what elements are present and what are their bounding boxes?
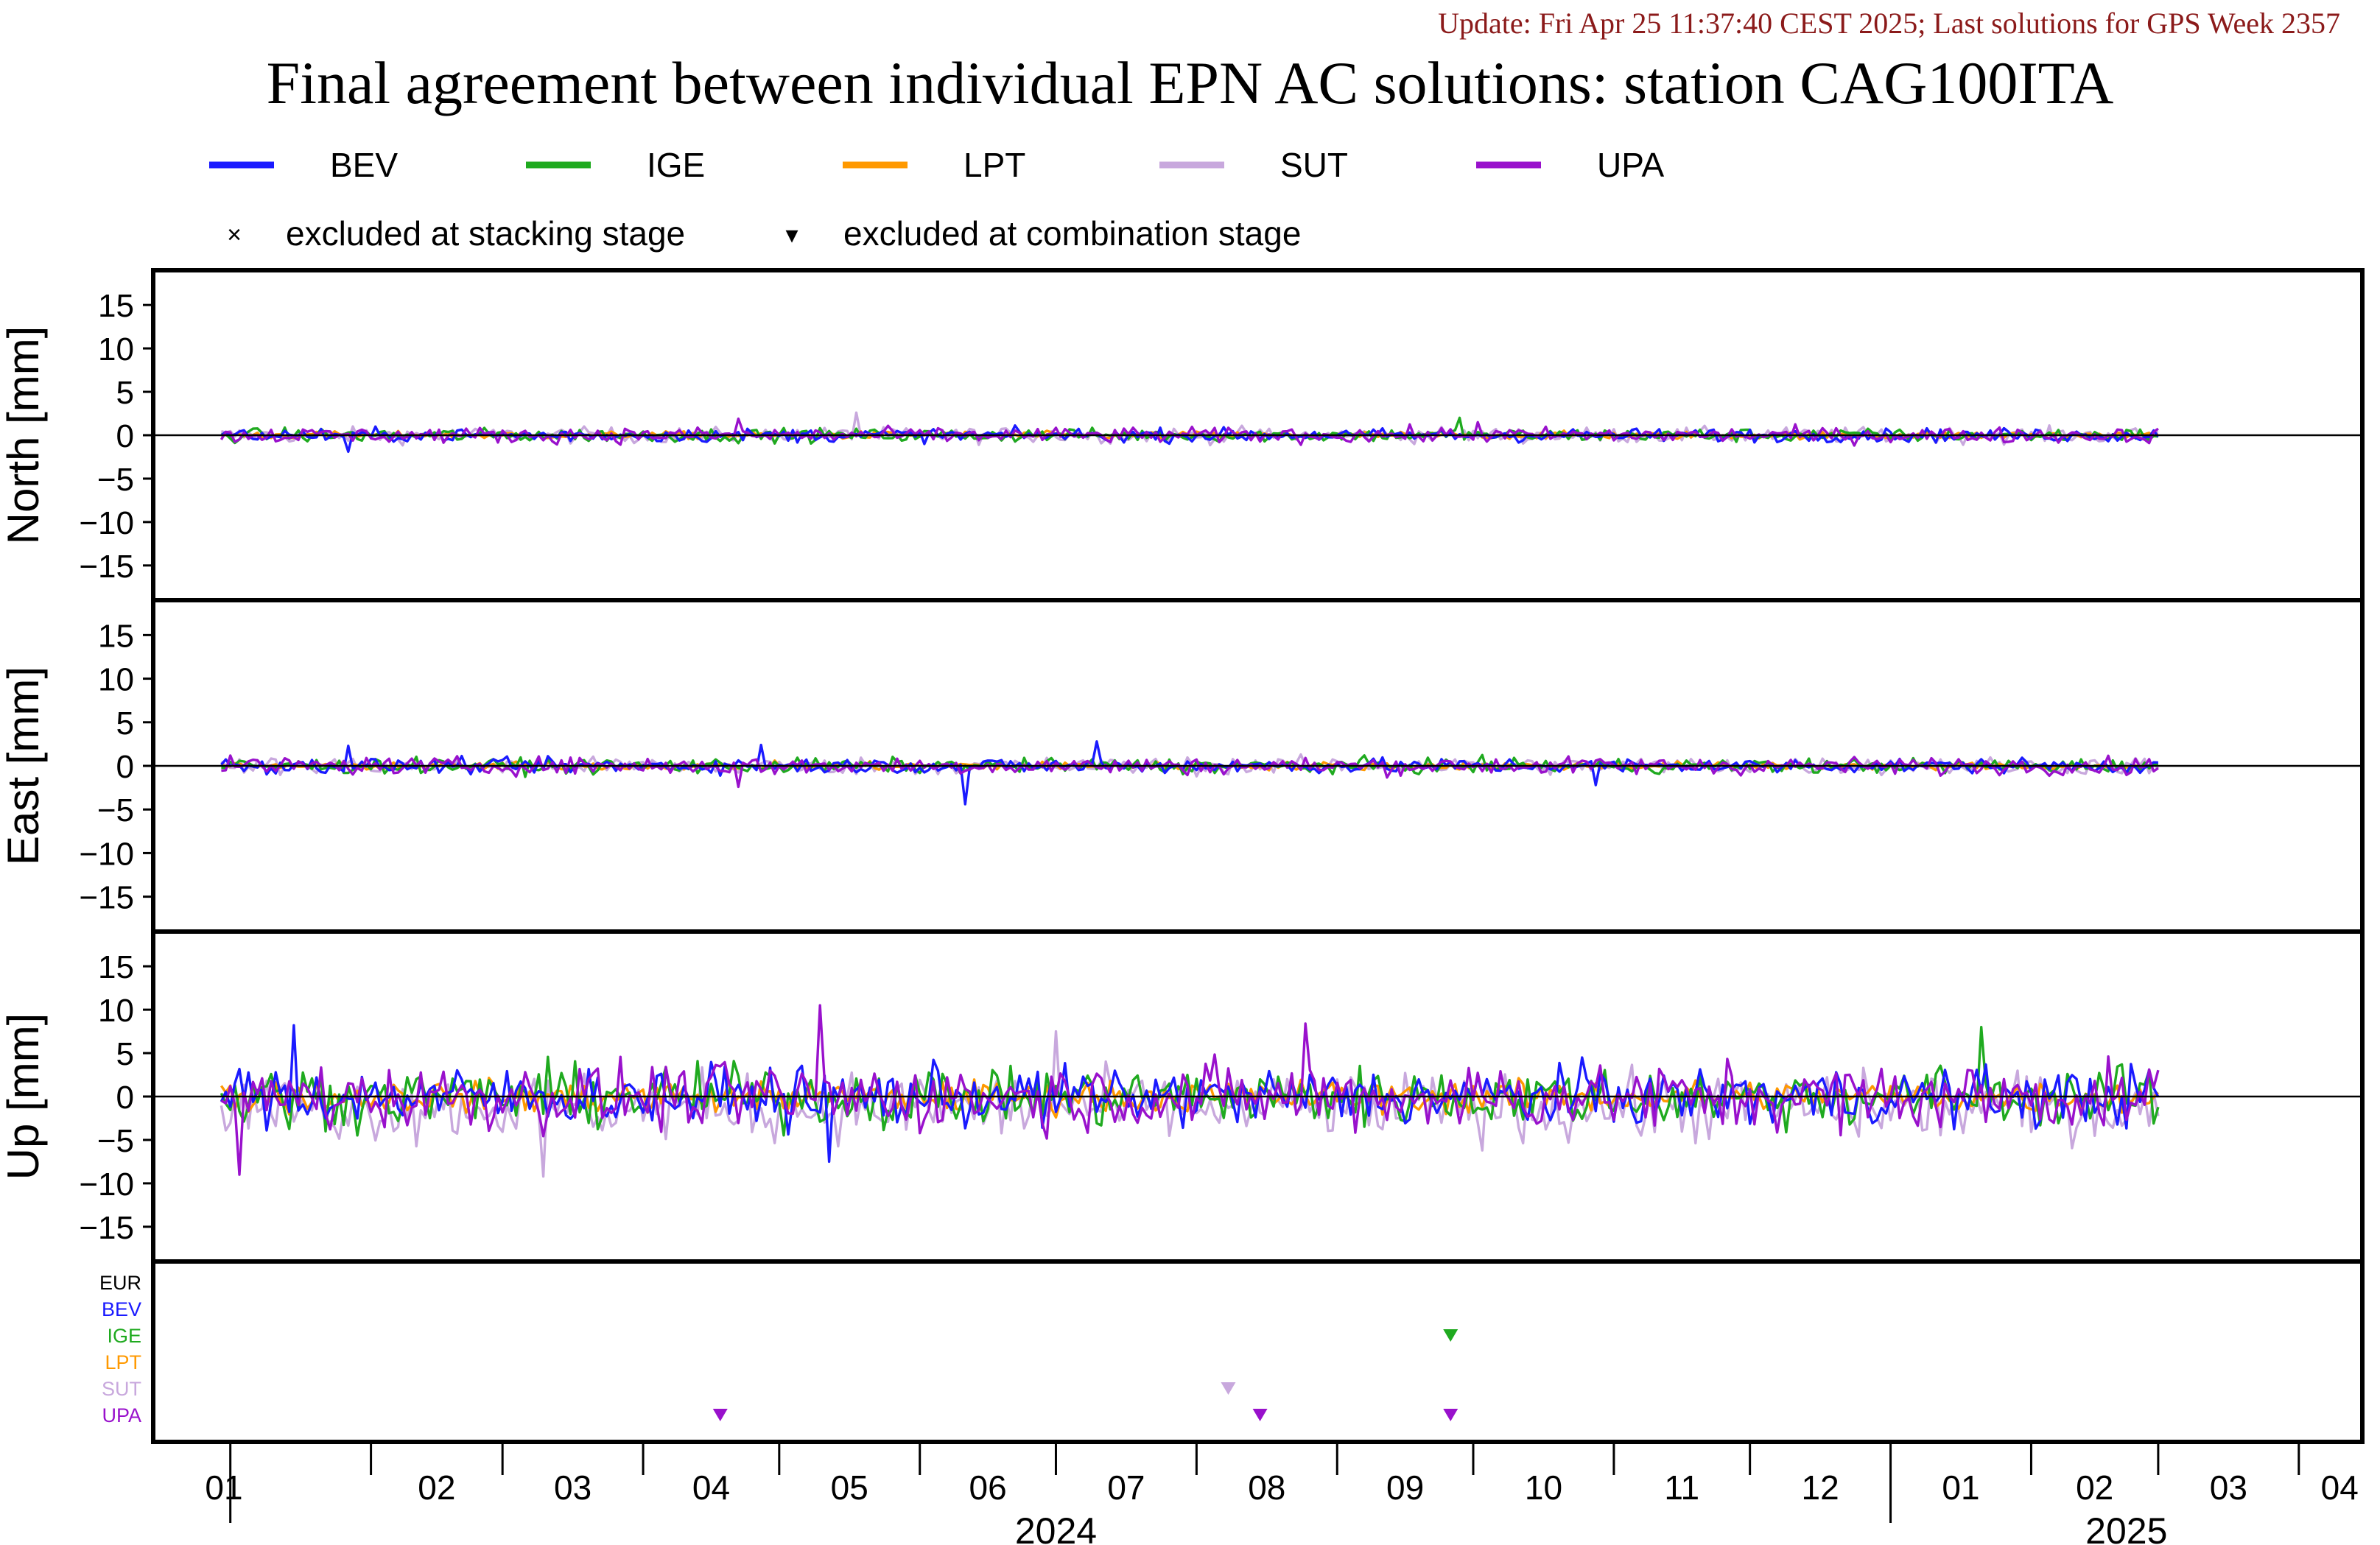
- x-month-label: 04: [692, 1468, 730, 1507]
- y-tick-label-north: 0: [116, 418, 134, 454]
- x-year-label: 2025: [2085, 1510, 2167, 1545]
- series-bev-north: [220, 424, 2160, 454]
- series-group-east: [220, 740, 2160, 806]
- y-axis-label-east: East [mm]: [0, 666, 48, 865]
- series-upa-east: [221, 754, 2159, 789]
- y-tick-label-north: −5: [97, 462, 134, 498]
- exclusion-marker-upa: [712, 1409, 728, 1421]
- exclusion-row-label-eur: EUR: [99, 1272, 141, 1294]
- exclusion-marker-sut: [1221, 1382, 1236, 1395]
- series-bev-east: [220, 740, 2158, 806]
- y-tick-label-east: −10: [79, 836, 134, 872]
- chart-title: Final agreement between individual EPN A…: [266, 49, 2114, 116]
- y-tick-label-east: 0: [116, 749, 134, 785]
- y-tick-label-up: −10: [79, 1166, 134, 1203]
- stacking-marker-icon: ×: [227, 221, 242, 249]
- series-upa-north: [220, 417, 2159, 447]
- y-tick-label-east: 5: [116, 705, 134, 742]
- legend-label-lpt: LPT: [963, 146, 1025, 184]
- x-month-label: 07: [1107, 1468, 1145, 1507]
- stacking-marker-label: excluded at stacking stage: [286, 214, 685, 253]
- x-month-label: 09: [1386, 1468, 1424, 1507]
- y-axis-label-north: North [mm]: [0, 326, 48, 545]
- y-tick-label-up: 10: [98, 993, 134, 1029]
- y-tick-label-up: −5: [97, 1123, 134, 1159]
- panel-east: 15 10 5 0 −5 −10 −15 East [mm]: [0, 598, 2365, 934]
- exclusion-row-label-upa: UPA: [102, 1404, 141, 1426]
- legend-label-upa: UPA: [1597, 146, 1664, 184]
- legend-label-ige: IGE: [647, 146, 705, 184]
- exclusion-row-label-ige: IGE: [107, 1325, 141, 1347]
- legend-label-sut: SUT: [1280, 146, 1348, 184]
- y-tick-label-east: 10: [98, 662, 134, 698]
- y-tick-label-north: −15: [79, 549, 134, 585]
- series-group-up: [220, 1004, 2160, 1178]
- panel-north: 15 10 5 0 −5 −10 −15 North [mm]: [0, 268, 2365, 602]
- y-tick-label-north: 10: [98, 331, 134, 367]
- x-month-label: 05: [831, 1468, 868, 1507]
- x-month-label: 01: [205, 1468, 242, 1507]
- x-month-label: 11: [1664, 1468, 1699, 1507]
- exclusion-marker-ige: [1443, 1329, 1458, 1342]
- x-month-label: 12: [1802, 1468, 1839, 1507]
- series-upa-up: [220, 1004, 2160, 1176]
- x-year-label: 2024: [1015, 1510, 1097, 1545]
- exclusion-marker-upa: [1252, 1409, 1268, 1421]
- x-month-label: 04: [2321, 1468, 2359, 1507]
- exclusion-marker-upa: [1443, 1409, 1458, 1421]
- y-tick-label-east: −5: [97, 792, 134, 828]
- series-ige-up: [220, 1026, 2160, 1137]
- y-tick-label-north: 5: [116, 375, 134, 411]
- y-tick-label-north: −10: [79, 505, 134, 541]
- update-timestamp: Update: Fri Apr 25 11:37:40 CEST 2025; L…: [1438, 7, 2340, 40]
- y-tick-label-up: 0: [116, 1080, 134, 1116]
- panel-up: 15 10 5 0 −5 −10 −15 Up [mm]: [0, 929, 2365, 1264]
- y-tick-label-east: 15: [98, 618, 134, 654]
- y-tick-label-up: −15: [79, 1210, 134, 1246]
- x-month-label: 03: [554, 1468, 592, 1507]
- x-month-label: 01: [1942, 1468, 1979, 1507]
- x-month-label: 02: [2076, 1468, 2113, 1507]
- x-month-label: 02: [418, 1468, 455, 1507]
- y-tick-label-up: 15: [98, 949, 134, 985]
- x-month-label: 10: [1525, 1468, 1562, 1507]
- series-group-north: [220, 411, 2160, 454]
- legend-label-bev: BEV: [330, 146, 398, 184]
- combination-marker-label: excluded at combination stage: [843, 214, 1301, 253]
- x-month-label: 03: [2210, 1468, 2247, 1507]
- x-month-label: 06: [969, 1468, 1007, 1507]
- x-axis: 01 02 03 04 05 06 07 08 09 10 11 12 01 02 03 04 2024 2025: [153, 1440, 2362, 1545]
- y-tick-label-up: 5: [116, 1036, 134, 1072]
- combination-marker-icon: ▾: [785, 221, 798, 249]
- exclusion-row-label-bev: BEV: [102, 1298, 141, 1320]
- exclusion-row-label-lpt: LPT: [105, 1351, 141, 1373]
- y-axis-label-up: Up [mm]: [0, 1013, 48, 1180]
- y-tick-label-north: 15: [98, 288, 134, 324]
- exclusion-row-label-sut: SUT: [102, 1378, 141, 1400]
- x-month-label: 08: [1248, 1468, 1285, 1507]
- y-tick-label-east: −15: [79, 880, 134, 916]
- legend: BEV IGE LPT SUT UPA × excluded at stacking sta…: [209, 146, 1664, 253]
- exclusion-panel: EUR BEV IGE LPT SUT UPA: [99, 1259, 2365, 1444]
